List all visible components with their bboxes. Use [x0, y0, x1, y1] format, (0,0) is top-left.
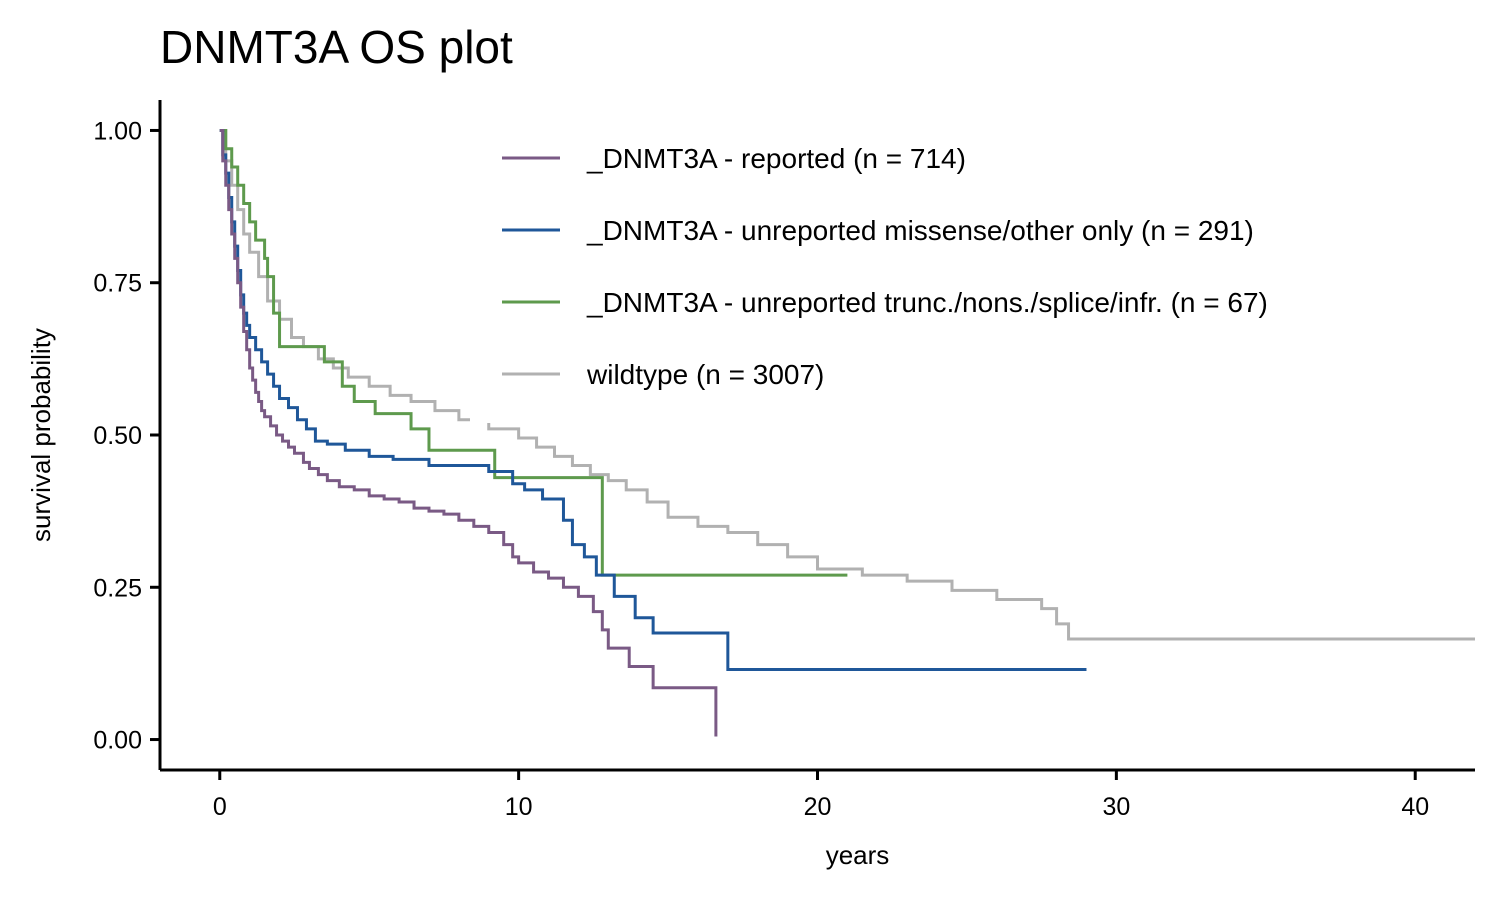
- survival-curves: [219, 128, 1475, 737]
- y-tick-label: 0.75: [93, 270, 142, 298]
- y-tick-label: 0.00: [93, 727, 142, 755]
- legend-label: _DNMT3A - unreported trunc./nons./splice…: [586, 287, 1268, 318]
- x-axis-label: years: [826, 840, 890, 870]
- x-ticks: 0 10 20 30 40: [213, 770, 1429, 821]
- legend-label: wildtype (n = 3007): [586, 359, 824, 390]
- y-ticks: 0.00 0.25 0.50 0.75 1.00: [93, 117, 160, 755]
- series-line-0: [219, 128, 718, 737]
- legend-label: _DNMT3A - unreported missense/other only…: [586, 215, 1254, 246]
- y-tick-label: 1.00: [93, 117, 142, 145]
- y-tick-label: 0.25: [93, 574, 142, 602]
- series-line-3: [219, 128, 1475, 641]
- x-tick-label: 30: [1102, 793, 1130, 821]
- x-tick-label: 10: [505, 793, 533, 821]
- x-tick-label: 0: [213, 793, 227, 821]
- chart-title: DNMT3A OS plot: [160, 21, 513, 73]
- legend: _DNMT3A - reported (n = 714) _DNMT3A - un…: [470, 118, 1430, 423]
- x-tick-label: 20: [804, 793, 832, 821]
- legend-background: [470, 118, 1430, 423]
- x-tick-label: 40: [1401, 793, 1429, 821]
- series-line-2: [219, 128, 848, 577]
- legend-label: _DNMT3A - reported (n = 714): [586, 143, 966, 174]
- y-axis-label: survival probability: [26, 328, 56, 542]
- y-tick-label: 0.50: [93, 422, 142, 450]
